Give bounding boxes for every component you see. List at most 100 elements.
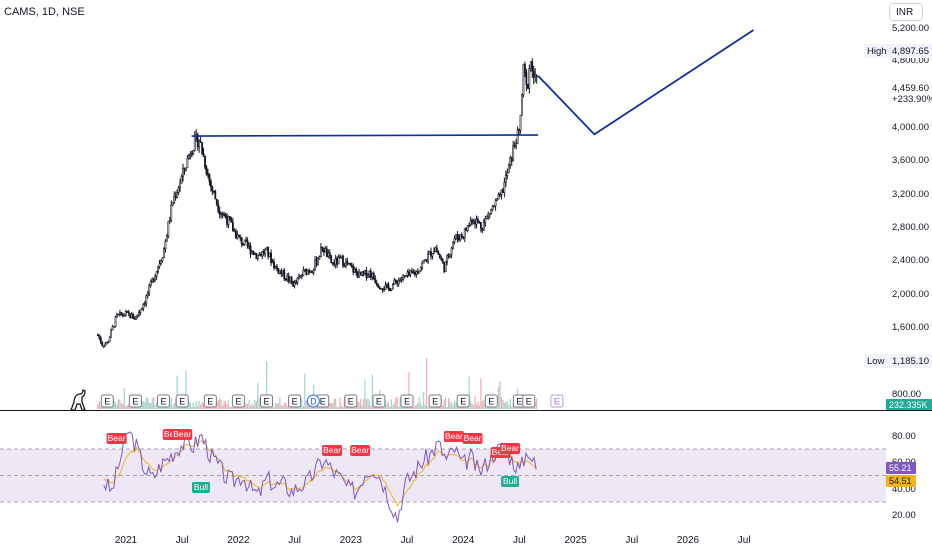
earnings-marker-label: E	[432, 397, 438, 407]
earnings-marker[interactable]	[100, 394, 114, 408]
price-tick-label[interactable]: 800.00	[892, 389, 921, 400]
volume-bar	[277, 403, 279, 409]
earnings-marker[interactable]	[522, 394, 536, 408]
candle-body	[327, 252, 330, 257]
candle-body	[353, 269, 356, 273]
time-tick-label[interactable]: 2023	[340, 535, 363, 546]
bear-signal-label: Bear	[351, 445, 369, 455]
time-tick-label[interactable]: 2022	[227, 535, 250, 546]
price-tick-label[interactable]: 2,000.00	[892, 289, 929, 300]
bull-signal[interactable]	[501, 476, 520, 487]
candle-body	[507, 164, 510, 174]
candle-body	[485, 215, 488, 220]
earnings-marker[interactable]	[550, 394, 564, 408]
bear-signal[interactable]	[443, 431, 464, 442]
candle-body	[277, 268, 280, 274]
candle-body	[503, 182, 506, 193]
candle-body	[246, 240, 249, 247]
bear-signal[interactable]	[350, 445, 371, 456]
candle-body	[457, 237, 460, 241]
time-axis[interactable]: 2021 Jul 2022 Jul 2023 Jul 2024 Jul 2025 Jul 2026 J…	[115, 535, 751, 546]
price-tick-label[interactable]: 5,200.00	[892, 23, 929, 34]
price-tick-label[interactable]: 1,600.00	[892, 322, 929, 333]
candle-body	[230, 219, 233, 223]
candle-body	[270, 252, 272, 264]
price-tick-label[interactable]: 4,800.00	[892, 55, 929, 66]
volume-bar	[323, 406, 325, 409]
bear-signal[interactable]	[322, 445, 343, 456]
volume-bar	[430, 406, 432, 409]
bear-signal[interactable]	[172, 429, 193, 440]
dividend-marker[interactable]	[306, 394, 320, 408]
high-label: High	[867, 46, 887, 57]
bear-signal[interactable]	[106, 433, 127, 444]
bull-signal[interactable]	[191, 482, 210, 493]
candle-body	[510, 157, 513, 162]
time-tick-label[interactable]: Jul	[738, 535, 751, 546]
time-tick-label[interactable]: 2026	[677, 535, 700, 546]
earnings-marker[interactable]	[344, 394, 358, 408]
resistance-trendline[interactable]	[191, 134, 539, 137]
earnings-marker[interactable]	[128, 394, 142, 408]
earnings-marker[interactable]	[156, 394, 170, 408]
bear-signal[interactable]	[462, 433, 483, 444]
symbol-title[interactable]: CAMS, 1D, NSE	[4, 6, 85, 18]
price-tick-label[interactable]: 4,000.00	[892, 122, 929, 133]
candle-body	[359, 271, 362, 276]
price-tick-label[interactable]: 3,600.00	[892, 155, 929, 166]
rsi-tick-label[interactable]: 40.00	[892, 484, 916, 495]
volume-bar	[224, 401, 227, 409]
earnings-marker[interactable]	[175, 394, 189, 408]
earnings-marker[interactable]	[231, 394, 245, 408]
candle-body	[249, 245, 252, 255]
dinosaur-logo-icon[interactable]	[68, 388, 88, 412]
bear-signal[interactable]	[500, 443, 521, 454]
price-axis[interactable]: 5,200.00 4,800.00 4,000.00 3,600.00 3,200.00…	[864, 23, 932, 521]
earnings-marker[interactable]	[372, 394, 386, 408]
earnings-marker[interactable]	[203, 394, 217, 408]
volume-bar	[481, 401, 483, 409]
volume-bar	[232, 406, 234, 409]
candle-body	[482, 222, 485, 231]
candle-body	[215, 198, 218, 205]
time-tick-label[interactable]: Jul	[401, 535, 414, 546]
candle-body	[108, 336, 111, 343]
currency-button[interactable]: INR	[889, 3, 923, 21]
candle-body	[339, 256, 341, 259]
earnings-marker[interactable]	[484, 394, 498, 408]
time-tick-label[interactable]: Jul	[176, 535, 189, 546]
rsi-tick-label[interactable]: 80.00	[892, 431, 916, 442]
price-tick-label[interactable]: 3,200.00	[892, 189, 929, 200]
earnings-marker[interactable]	[400, 394, 414, 408]
candle-body	[433, 250, 435, 254]
time-tick-label[interactable]: Jul	[625, 535, 638, 546]
candle-body	[331, 262, 334, 264]
projection-path[interactable]	[537, 29, 755, 136]
time-tick-label[interactable]: Jul	[513, 535, 526, 546]
volume-bar	[337, 406, 340, 409]
earnings-marker[interactable]	[260, 394, 273, 408]
candle-body	[164, 241, 167, 249]
earnings-marker[interactable]	[288, 394, 302, 408]
rsi-pane[interactable]: BearBearBearBearBearBearBearBearBearBull…	[0, 429, 886, 523]
time-tick-label[interactable]: 2024	[452, 535, 475, 546]
candle-body	[124, 311, 127, 316]
earnings-marker[interactable]	[456, 394, 470, 408]
price-tick-label[interactable]: 2,800.00	[892, 222, 929, 233]
time-tick-label[interactable]: 2021	[115, 535, 138, 546]
price-pane[interactable]	[97, 29, 755, 349]
price-tick-label[interactable]: 2,400.00	[892, 255, 929, 266]
candle-body	[389, 287, 391, 291]
candle-body	[227, 216, 230, 226]
volume-bar	[448, 398, 450, 409]
candle-body	[322, 249, 325, 253]
time-tick-label[interactable]: 2025	[564, 535, 587, 546]
rsi-tick-label[interactable]: 20.00	[892, 510, 916, 521]
candle-body	[309, 271, 312, 273]
earnings-marker[interactable]	[428, 394, 442, 408]
candle-body	[509, 157, 512, 166]
candle-body	[409, 270, 412, 276]
candle-body	[375, 282, 378, 285]
time-tick-label[interactable]: Jul	[288, 535, 301, 546]
